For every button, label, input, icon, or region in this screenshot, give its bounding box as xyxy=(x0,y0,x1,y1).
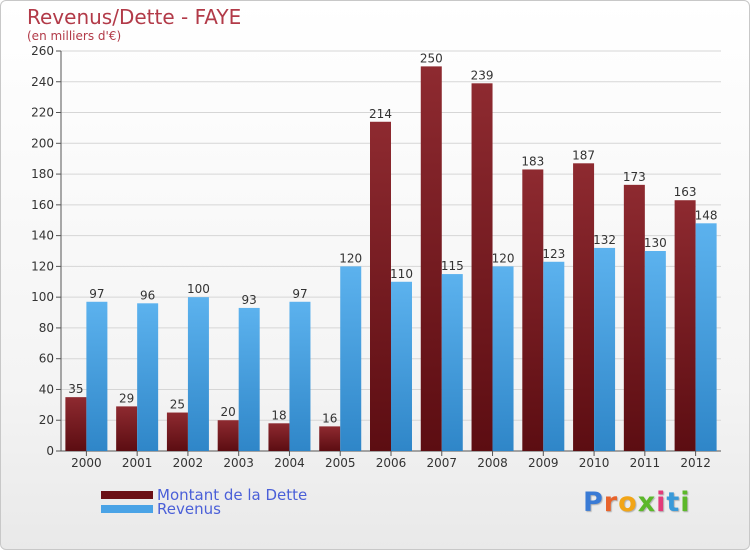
y-tick-label: 240 xyxy=(31,75,54,89)
x-tick-label: 2002 xyxy=(173,456,204,470)
revenus-value-label: 100 xyxy=(187,282,210,296)
dette-value-label: 163 xyxy=(674,185,697,199)
x-tick-label: 2004 xyxy=(274,456,305,470)
dette-bar xyxy=(217,420,239,451)
revenus-bar xyxy=(238,307,260,451)
x-tick-label: 2007 xyxy=(426,456,457,470)
y-tick-label: 40 xyxy=(39,382,54,396)
legend-label-revenus: Revenus xyxy=(157,500,221,518)
dette-value-label: 18 xyxy=(271,408,286,422)
y-tick-label: 260 xyxy=(31,44,54,58)
y-tick-label: 120 xyxy=(31,259,54,273)
revenus-value-label: 148 xyxy=(695,208,718,222)
dette-bar xyxy=(319,426,341,451)
data-labels: 35 97 29 96 25 100 20 93 18 97 16 120 214 110 250 115 23… xyxy=(68,51,717,425)
dette-bar xyxy=(65,397,87,451)
y-tick-label: 160 xyxy=(31,198,54,212)
dette-value-label: 214 xyxy=(369,107,392,121)
x-tick-label: 2009 xyxy=(528,456,559,470)
dette-bar xyxy=(166,412,188,451)
legend-item-revenus: Revenus xyxy=(101,500,221,518)
revenus-bar xyxy=(86,301,108,451)
x-tick-label: 2000 xyxy=(71,456,102,470)
revenus-value-label: 132 xyxy=(593,233,616,247)
revenus-bar xyxy=(137,303,159,451)
revenus-value-label: 96 xyxy=(140,288,155,302)
revenus-bar xyxy=(441,274,463,451)
revenus-value-label: 130 xyxy=(644,236,667,250)
dette-bar xyxy=(471,83,493,452)
dette-value-label: 35 xyxy=(68,382,83,396)
dette-value-label: 20 xyxy=(221,405,236,419)
dette-value-label: 29 xyxy=(119,391,134,405)
y-tick-label: 100 xyxy=(31,290,54,304)
revenus-value-label: 97 xyxy=(89,287,104,301)
x-tick-label: 2010 xyxy=(579,456,610,470)
chart-subtitle: (en milliers d'€) xyxy=(27,29,122,43)
dette-bar xyxy=(674,200,696,451)
revenus-value-label: 97 xyxy=(292,287,307,301)
revenus-value-label: 120 xyxy=(339,251,362,265)
proxiti-logo: Proxiti xyxy=(583,487,691,518)
x-tick-label: 2011 xyxy=(630,456,661,470)
y-tick-label: 140 xyxy=(31,229,54,243)
dette-value-label: 25 xyxy=(170,398,185,412)
revenus-bar xyxy=(187,297,209,451)
dette-value-label: 239 xyxy=(471,68,494,82)
legend-label-dette: Montant de la Dette xyxy=(157,486,308,504)
y-tick-label: 0 xyxy=(46,444,54,458)
revenus-bar xyxy=(695,223,717,451)
y-tick-label: 60 xyxy=(39,352,54,366)
y-tick-label: 200 xyxy=(31,136,54,150)
revenus-value-label: 120 xyxy=(492,251,515,265)
dette-value-label: 16 xyxy=(322,411,337,425)
dette-value-label: 250 xyxy=(420,51,443,65)
dette-bar xyxy=(623,184,645,451)
dette-value-label: 173 xyxy=(623,170,646,184)
revenus-value-label: 115 xyxy=(441,259,464,273)
legend-swatch-dette xyxy=(101,491,153,499)
revenus-value-label: 110 xyxy=(390,267,413,281)
dette-bar xyxy=(268,423,290,451)
legend-item-dette: Montant de la Dette xyxy=(101,486,308,504)
dette-value-label: 187 xyxy=(572,148,595,162)
revenus-bar xyxy=(644,251,666,451)
y-tick-label: 20 xyxy=(39,413,54,427)
x-tick-label: 2006 xyxy=(376,456,407,470)
dette-bar xyxy=(522,169,544,451)
dette-bar xyxy=(116,406,138,451)
dette-bar xyxy=(573,163,595,452)
dette-value-label: 183 xyxy=(521,154,544,168)
revenus-value-label: 93 xyxy=(242,293,257,307)
dette-bar xyxy=(370,121,391,452)
y-tick-label: 180 xyxy=(31,167,54,181)
x-tick-label: 2003 xyxy=(223,456,254,470)
revenus-bar xyxy=(289,301,311,451)
revenus-bar xyxy=(594,247,616,451)
revenus-value-label: 123 xyxy=(542,247,565,261)
legend-swatch-revenus xyxy=(101,505,153,513)
x-tick-label: 2008 xyxy=(477,456,508,470)
x-tick-label: 2012 xyxy=(680,456,711,470)
y-tick-label: 80 xyxy=(39,321,54,335)
x-tick-label: 2001 xyxy=(122,456,153,470)
x-tick-label: 2005 xyxy=(325,456,356,470)
dette-bar xyxy=(420,66,442,451)
chart-title: Revenus/Dette - FAYE xyxy=(27,5,242,29)
revenus-bar xyxy=(340,266,362,451)
revenus-bar xyxy=(391,281,412,451)
bars xyxy=(65,66,717,452)
y-tick-label: 220 xyxy=(31,106,54,120)
revenus-bar xyxy=(543,261,565,451)
revenus-bar xyxy=(492,266,514,451)
